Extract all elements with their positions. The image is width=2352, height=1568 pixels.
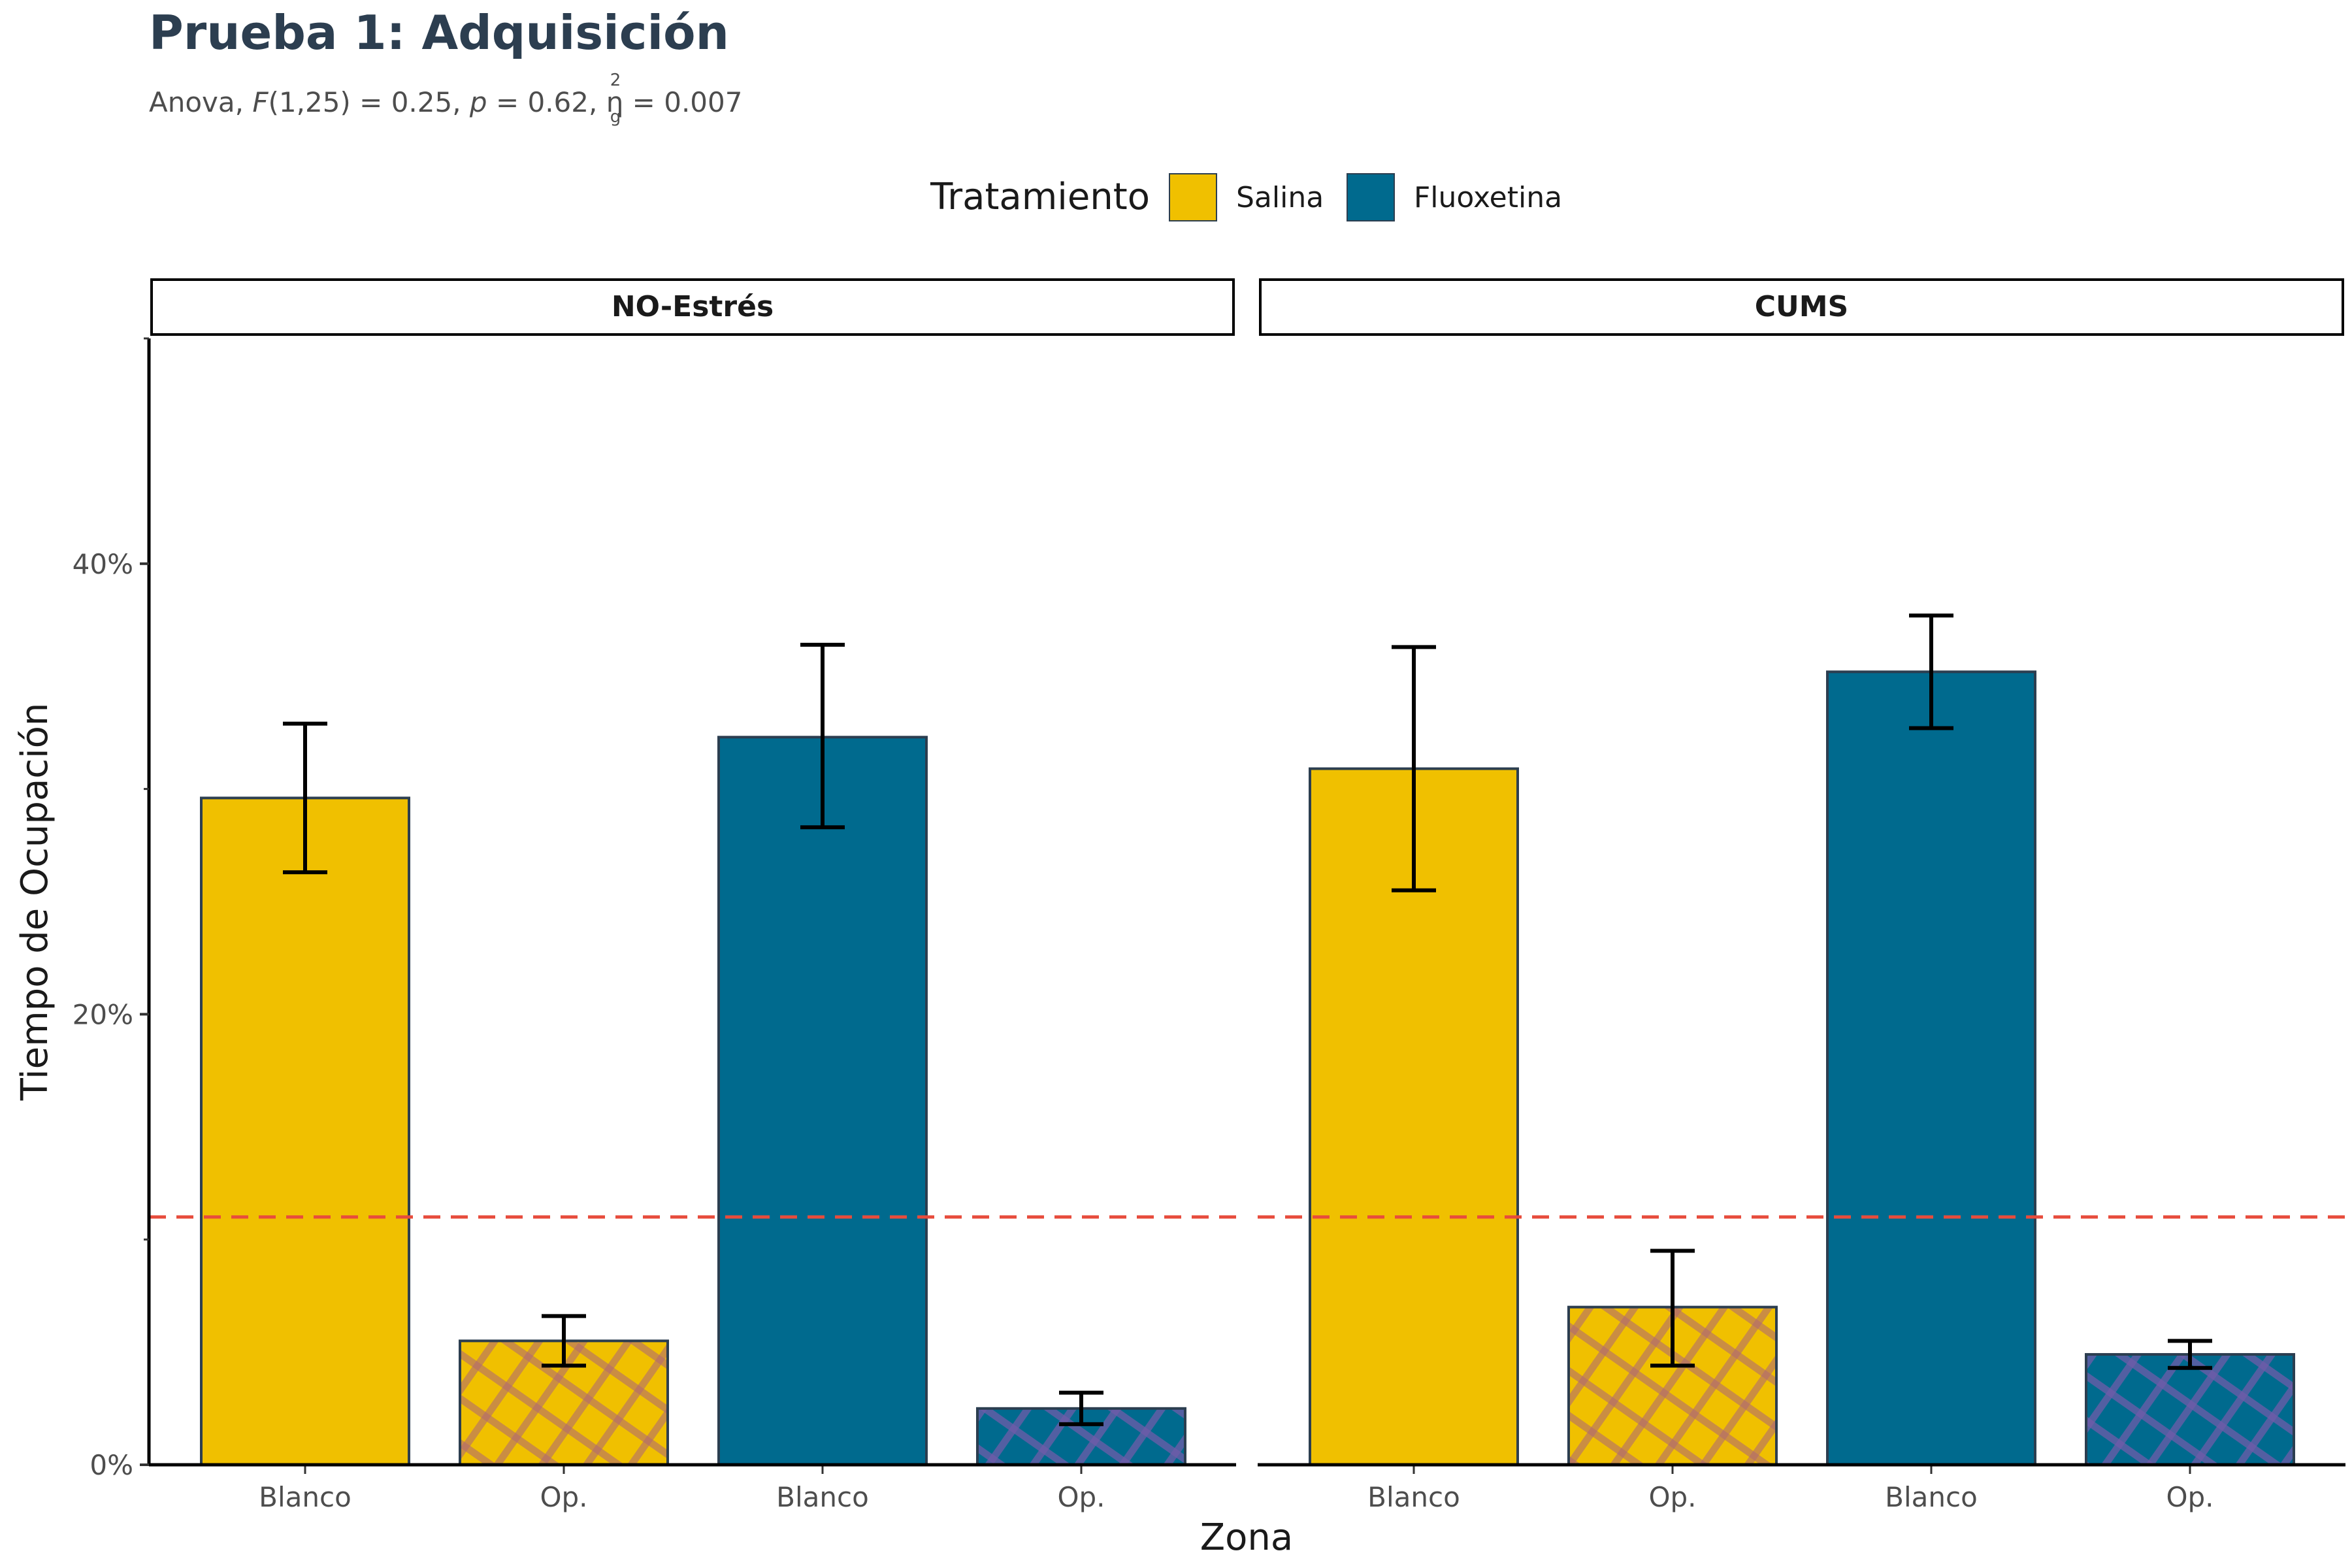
facet-strip-2 — [1259, 278, 2344, 336]
legend-title: Tratamiento — [930, 176, 1150, 218]
x-axis-title: Zona — [1200, 1516, 1293, 1559]
x-tick-label: Blanco — [1367, 1481, 1460, 1513]
bar — [717, 736, 928, 1466]
subtitle-eta-sub: g — [610, 107, 621, 127]
subtitle-f-symbol: F — [252, 86, 269, 118]
y-tick-label: 0% — [90, 1449, 133, 1481]
y-tick-label: 20% — [73, 998, 133, 1030]
facet-label: CUMS — [1755, 290, 1849, 323]
x-tick-label: Blanco — [1885, 1481, 1978, 1513]
axes: Blanco Op. Blanco Op. Blanco Op. Blanco Op. 0% 20… — [14, 337, 2345, 1559]
bar — [2085, 1353, 2295, 1467]
y-axis-title: Tiempo de Ocupación — [14, 703, 56, 1102]
y-tick-label: 40% — [73, 548, 133, 580]
legend-swatch-salina — [1169, 173, 1217, 221]
subtitle-eta-sup: 2 — [610, 71, 621, 90]
legend-label-salina: Salina — [1236, 181, 1324, 214]
x-tick-label: Op. — [1648, 1481, 1696, 1513]
x-tick-label: Blanco — [776, 1481, 869, 1513]
x-tick-label: Op. — [2166, 1481, 2213, 1513]
facet-strip-1 — [150, 278, 1235, 336]
subtitle-eta-text: = 0.007 — [623, 86, 743, 118]
chart-title: Prueba 1: Adquisición — [149, 5, 729, 60]
legend-swatch-fluoxetina — [1347, 173, 1395, 221]
facet-label: NO-Estrés — [612, 290, 774, 323]
subtitle-p-text: = 0.62, — [487, 86, 606, 118]
x-tick-label: Op. — [1057, 1481, 1105, 1513]
subtitle-p-symbol: p — [469, 86, 487, 118]
subtitle-f-text: (1,25) = 0.25, — [268, 86, 470, 118]
legend: Tratamiento Salina Fluoxetina — [930, 173, 1562, 221]
bar — [1826, 670, 2036, 1466]
x-tick-label: Blanco — [259, 1481, 351, 1513]
legend-label-fluoxetina: Fluoxetina — [1414, 181, 1562, 214]
subtitle-eta-symbol: η — [606, 86, 624, 118]
bar — [200, 796, 410, 1466]
x-tick-label: Op. — [540, 1481, 587, 1513]
bars — [149, 613, 2345, 1467]
facet-strips: NO-Estrés CUMS — [150, 278, 2344, 336]
subtitle-prefix: Anova, — [149, 86, 253, 118]
